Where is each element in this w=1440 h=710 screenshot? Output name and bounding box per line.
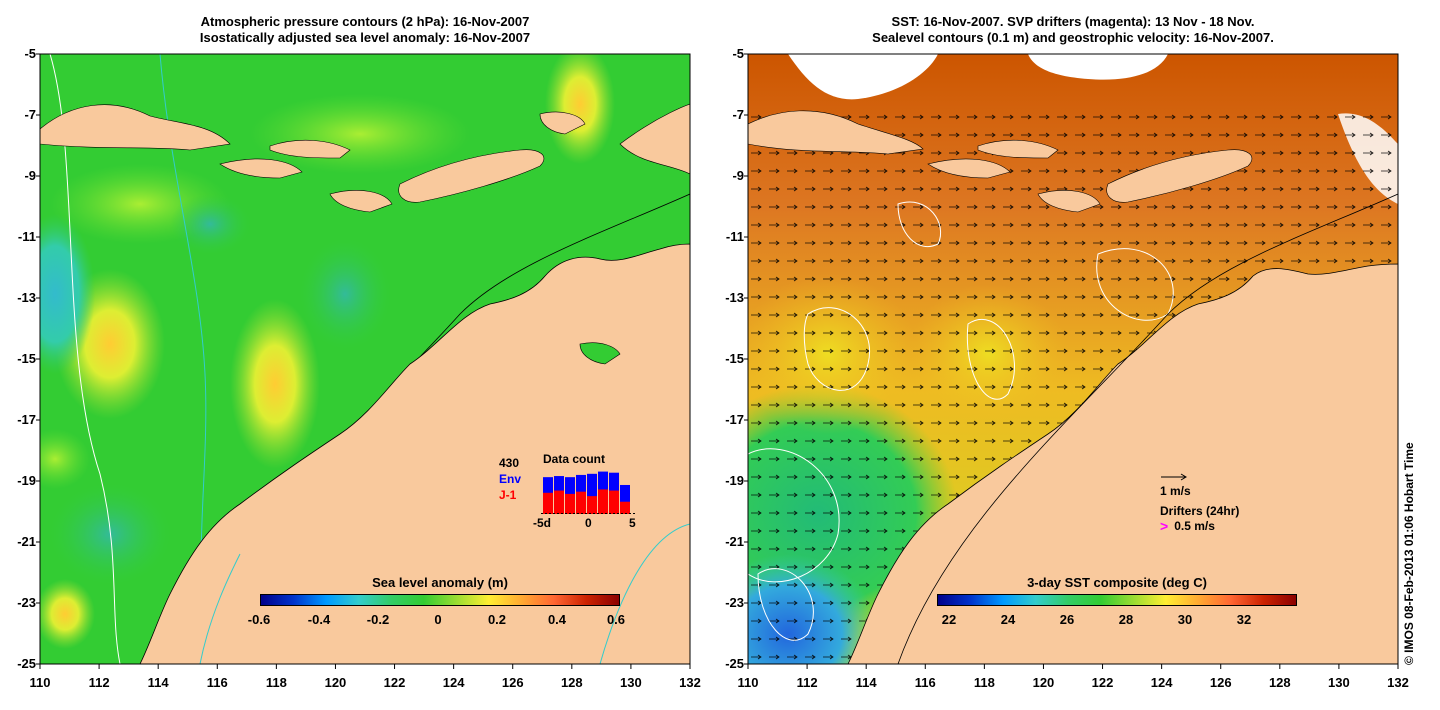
velocity-arrow-icon (1161, 473, 1187, 481)
right-y-tick-label: -17 (725, 412, 744, 427)
right-y-tick-label: -19 (725, 473, 744, 488)
left-title-line2: Isostatically adjusted sea level anomaly… (199, 30, 531, 45)
data-count-max-label: 430 (499, 456, 520, 470)
right-x-tick-label: 114 (855, 675, 877, 690)
right-x-tick-label: 126 (1209, 675, 1232, 690)
sst-colorbar-tick-1: 24 (1000, 612, 1016, 627)
data-count-env-label: Env (499, 472, 522, 486)
left-x-tick-label: 132 (679, 675, 701, 690)
data-count-title: Data count (543, 452, 606, 466)
left-x-tick-label: 112 (88, 675, 110, 690)
right-y-tick-label: -25 (725, 656, 744, 671)
sea-level-anomaly-map (40, 54, 690, 664)
right-x-tick-label: 124 (1150, 675, 1173, 690)
j1-count-bar (609, 490, 619, 514)
right-y-tick-label: -13 (725, 290, 744, 305)
drifter-marker-icon: > (1160, 518, 1169, 534)
left-x-tick-label: 110 (29, 675, 51, 690)
velocity-scale-label: 1 m/s (1160, 484, 1191, 498)
data-count-xtick-1: 0 (585, 516, 592, 530)
left-y-tick-label: -15 (17, 351, 36, 366)
sla-colorbar-tick-1: -0.4 (307, 612, 331, 627)
left-x-tick-label: 124 (442, 675, 465, 690)
left-y-tick-label: -17 (17, 412, 36, 427)
left-y-tick-label: -11 (17, 229, 36, 244)
right-y-tick-label: -23 (725, 595, 744, 610)
left-x-tick-label: 130 (620, 675, 642, 690)
left-panel-title: Atmospheric pressure contours (2 hPa): 1… (40, 14, 690, 46)
velocity-legend: 1 m/s (1160, 472, 1191, 498)
drifter-speed-row: > 0.5 m/s (1160, 518, 1239, 534)
data-count-chart (541, 471, 637, 514)
j1-count-bar (565, 493, 575, 514)
left-x-tick-label: 114 (147, 675, 169, 690)
left-y-tick-label: -21 (17, 534, 36, 549)
j1-count-bar (543, 492, 553, 514)
right-x-tick-label: 110 (737, 675, 759, 690)
sla-colorbar (260, 594, 620, 606)
right-title-line1: SST: 16-Nov-2007. SVP drifters (magenta)… (891, 14, 1255, 29)
right-x-tick-label: 128 (1268, 675, 1291, 690)
sla-colorbar-tick-4: 0.2 (487, 612, 507, 627)
sst-colorbar-tick-0: 22 (941, 612, 957, 627)
right-panel-title: SST: 16-Nov-2007. SVP drifters (magenta)… (748, 14, 1398, 46)
data-count-xtick-0: -5d (533, 516, 551, 530)
right-y-tick-label: -15 (725, 351, 744, 366)
right-y-tick-label: -5 (732, 46, 744, 61)
right-x-tick-label: 112 (796, 675, 818, 690)
data-count-j1-label: J-1 (499, 488, 517, 502)
left-x-tick-label: 120 (324, 675, 347, 690)
left-y-tick-label: -7 (24, 107, 36, 122)
right-x-tick-label: 130 (1328, 675, 1350, 690)
j1-count-bar (587, 496, 597, 514)
right-title-line2: Sealevel contours (0.1 m) and geostrophi… (872, 30, 1274, 45)
sst-colorbar-tick-5: 32 (1236, 612, 1252, 627)
data-count-xtick-2: 5 (629, 516, 636, 530)
left-y-tick-label: -19 (17, 473, 36, 488)
left-x-tick-label: 128 (560, 675, 583, 690)
sst-colorbar-tick-4: 30 (1177, 612, 1193, 627)
right-y-tick-label: -9 (732, 168, 744, 183)
sla-colorbar-tick-3: 0 (434, 612, 442, 627)
data-count-inset: 430 Env J-1 Data count -5d 0 5 (495, 452, 645, 537)
left-x-tick-label: 116 (206, 675, 228, 690)
sla-colorbar-tick-0: -0.6 (247, 612, 271, 627)
sla-colorbar-tick-6: 0.6 (606, 612, 626, 627)
sst-colorbar-tick-3: 28 (1118, 612, 1134, 627)
j1-count-bar (598, 489, 608, 514)
left-x-tick-label: 126 (501, 675, 524, 690)
drifters-label: Drifters (24hr) (1160, 504, 1240, 518)
right-x-tick-label: 132 (1387, 675, 1409, 690)
right-y-tick-label: -7 (732, 107, 744, 122)
left-x-tick-label: 118 (265, 675, 287, 690)
sla-colorbar-tick-5: 0.4 (547, 612, 567, 627)
right-y-tick-label: -21 (725, 534, 744, 549)
j1-count-bar (620, 501, 630, 514)
sst-colorbar-title: 3-day SST composite (deg C) (1027, 575, 1207, 590)
drifter-speed-label: 0.5 m/s (1174, 519, 1215, 533)
left-y-tick-label: -25 (17, 656, 36, 671)
left-y-tick-label: -5 (24, 46, 36, 61)
left-x-tick-label: 122 (383, 675, 406, 690)
left-y-tick-label: -13 (17, 290, 36, 305)
right-x-tick-label: 122 (1091, 675, 1114, 690)
left-y-tick-label: -23 (17, 595, 36, 610)
sst-map (748, 54, 1398, 664)
right-y-tick-label: -11 (725, 229, 744, 244)
left-title-line1: Atmospheric pressure contours (2 hPa): 1… (200, 14, 530, 29)
left-y-tick-label: -9 (24, 168, 36, 183)
sla-colorbar-title: Sea level anomaly (m) (372, 575, 508, 590)
right-x-tick-label: 116 (914, 675, 936, 690)
sst-colorbar-tick-2: 26 (1059, 612, 1075, 627)
j1-count-bar (554, 490, 564, 514)
drifters-legend: Drifters (24hr) > 0.5 m/s (1160, 504, 1239, 534)
copyright-text: © IMOS 08-Feb-2013 01:06 Hobart Time (1402, 442, 1416, 665)
j1-count-bar (576, 491, 586, 514)
right-x-tick-label: 118 (973, 675, 995, 690)
sst-colorbar (937, 594, 1297, 606)
right-x-tick-label: 120 (1032, 675, 1055, 690)
sla-colorbar-tick-2: -0.2 (366, 612, 390, 627)
